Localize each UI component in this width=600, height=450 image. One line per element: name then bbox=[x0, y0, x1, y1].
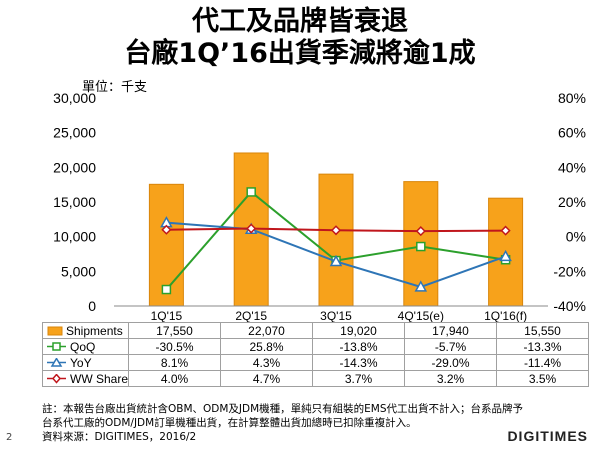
x-axis-tick-label: 1Q'16(f) bbox=[484, 309, 527, 323]
table-cell: 4.3% bbox=[220, 354, 314, 371]
x-axis-tick-label: 4Q'15(e) bbox=[398, 309, 444, 323]
legend-entry: YoY bbox=[41, 354, 130, 371]
digitimes-logo: DIGITIMES bbox=[507, 428, 588, 444]
right-axis-tick-label: 20% bbox=[558, 194, 586, 210]
table-cell: 8.1% bbox=[128, 354, 222, 371]
table-row: WW Share 4.0% 4.7% 3.7% 3.2% 3.5% bbox=[41, 370, 590, 387]
legend-entry: WW Share bbox=[41, 370, 130, 387]
series-name: Shipments bbox=[66, 323, 123, 338]
table-cell: 4.7% bbox=[220, 370, 314, 387]
footnote: 註：本報告台廠出貨統計含OBM、ODM及JDM機種，單純只有組裝的EMS代工出貨… bbox=[42, 402, 582, 444]
table-cell: -30.5% bbox=[128, 338, 222, 355]
yoy-point bbox=[499, 249, 512, 262]
left-axis-tick-label: 30,000 bbox=[53, 90, 96, 106]
source-line: 資料來源：DIGITIMES，2016/2 bbox=[42, 431, 197, 443]
right-axis-tick-label: 0% bbox=[566, 229, 586, 245]
series-name: YoY bbox=[70, 355, 92, 370]
table-cell: 17,550 bbox=[128, 322, 222, 339]
data-table: Shipments 17,550 22,070 19,020 17,940 15,550 Q… bbox=[41, 322, 590, 387]
ww-share-point bbox=[415, 226, 426, 237]
unit-label: 單位：千支 bbox=[82, 80, 148, 95]
right-axis-tick-label: -20% bbox=[553, 263, 586, 279]
shipments-bar bbox=[318, 173, 354, 307]
table-row: YoY 8.1% 4.3% -14.3% -29.0% -11.4% bbox=[41, 354, 590, 371]
x-axis-tick-label: 2Q'15 bbox=[235, 309, 267, 323]
ww-share-point bbox=[500, 225, 511, 236]
ww-share-point bbox=[161, 224, 172, 235]
left-axis-tick-label: 25,000 bbox=[53, 125, 96, 141]
ww-share-point bbox=[246, 223, 257, 234]
table-cell: 15,550 bbox=[496, 322, 590, 339]
table-cell: 17,940 bbox=[404, 322, 498, 339]
legend-ww-share-icon bbox=[47, 374, 66, 384]
table-cell: -29.0% bbox=[404, 354, 498, 371]
left-axis-tick-label: 10,000 bbox=[53, 229, 96, 245]
table-row: Shipments 17,550 22,070 19,020 17,940 15,550 bbox=[41, 322, 590, 339]
yoy-point bbox=[329, 254, 343, 267]
x-axis-tick-label: 1Q'15 bbox=[151, 309, 183, 323]
table-row: QoQ -30.5% 25.8% -13.8% -5.7% -13.3% bbox=[41, 338, 590, 355]
ww-share-point bbox=[330, 225, 342, 236]
right-axis-tick-label: 40% bbox=[558, 159, 586, 175]
shipments-bar bbox=[488, 197, 524, 307]
page-number: 2 bbox=[6, 432, 13, 443]
table-cell: -11.4% bbox=[496, 354, 590, 371]
legend-entry: Shipments bbox=[41, 322, 130, 339]
combo-chart: 30,000 25,000 20,000 15,000 10,000 5,000 0 80% 6… bbox=[53, 90, 586, 323]
table-cell: 19,020 bbox=[312, 322, 406, 339]
right-axis-tick-label: -40% bbox=[553, 298, 586, 314]
chart-title-line2: 台廠1Q’16出貨季減將逾1成 bbox=[124, 38, 476, 69]
left-axis-tick-label: 0 bbox=[88, 298, 96, 314]
qoq-point bbox=[246, 187, 256, 197]
qoq-point bbox=[161, 284, 172, 295]
legend-yoy-icon bbox=[47, 358, 66, 368]
left-axis-tick-label: 20,000 bbox=[53, 159, 96, 175]
legend-qoq-icon bbox=[47, 342, 66, 352]
table-cell: -14.3% bbox=[312, 354, 406, 371]
qoq-point bbox=[416, 241, 426, 252]
left-axis-tick-label: 5,000 bbox=[61, 263, 96, 279]
x-axis-tick-label: 3Q'15 bbox=[320, 309, 352, 323]
right-axis-tick-label: 60% bbox=[558, 125, 586, 141]
table-cell: 3.2% bbox=[404, 370, 498, 387]
chart-title-line1: 代工及品牌皆衰退 bbox=[192, 6, 408, 37]
table-cell: 4.0% bbox=[128, 370, 222, 387]
footnote-line: 註：本報告台廠出貨統計含OBM、ODM及JDM機種，單純只有組裝的EMS代工出貨… bbox=[42, 403, 524, 415]
series-name: QoQ bbox=[70, 339, 96, 354]
table-cell: 3.5% bbox=[496, 370, 590, 387]
footnote-line: 台系代工廠的ODM/JDM訂單機種出貨，在計算整體出貨加總時已扣除重複計入。 bbox=[42, 417, 417, 429]
legend-entry: QoQ bbox=[41, 338, 130, 355]
left-axis-tick-label: 15,000 bbox=[53, 194, 96, 210]
table-cell: 3.7% bbox=[312, 370, 406, 387]
table-cell: -5.7% bbox=[404, 338, 498, 355]
legend-bar-icon bbox=[47, 326, 63, 336]
table-cell: -13.3% bbox=[496, 338, 590, 355]
table-cell: 22,070 bbox=[220, 322, 314, 339]
yoy-point bbox=[414, 280, 428, 292]
right-axis-tick-label: 80% bbox=[558, 90, 586, 106]
table-cell: 25.8% bbox=[220, 338, 314, 355]
series-name: WW Share bbox=[70, 371, 129, 386]
table-cell: -13.8% bbox=[312, 338, 406, 355]
